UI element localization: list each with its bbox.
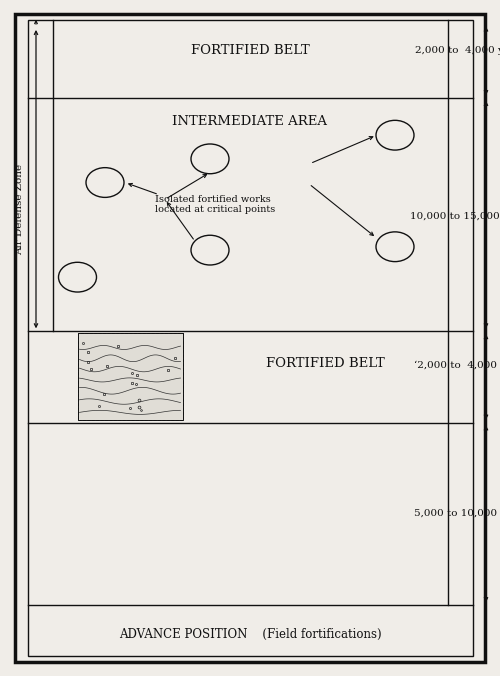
Text: Air Defense Zone: Air Defense Zone (16, 164, 24, 255)
Text: INTERMEDIATE AREA: INTERMEDIATE AREA (172, 115, 328, 128)
Bar (28, 20, 472, 656)
Bar (78, 333, 182, 420)
Text: Isolated fortified works
located at critical points: Isolated fortified works located at crit… (155, 195, 275, 214)
Text: FORTIFIED BELT: FORTIFIED BELT (190, 44, 310, 57)
Text: 2,000 to  4,000 yds.: 2,000 to 4,000 yds. (416, 46, 500, 55)
Text: 10,000 to 15,000 yds.: 10,000 to 15,000 yds. (410, 212, 500, 221)
Bar (78, 333, 182, 420)
Text: FORTIFIED BELT: FORTIFIED BELT (266, 357, 384, 370)
Text: ADVANCE POSITION    (Field fortifications): ADVANCE POSITION (Field fortifications) (118, 627, 382, 641)
Text: 5,000 to 10,000 yds.: 5,000 to 10,000 yds. (414, 509, 500, 518)
Text: ‘2,000 to  4,000 yds.: ‘2,000 to 4,000 yds. (414, 360, 500, 370)
